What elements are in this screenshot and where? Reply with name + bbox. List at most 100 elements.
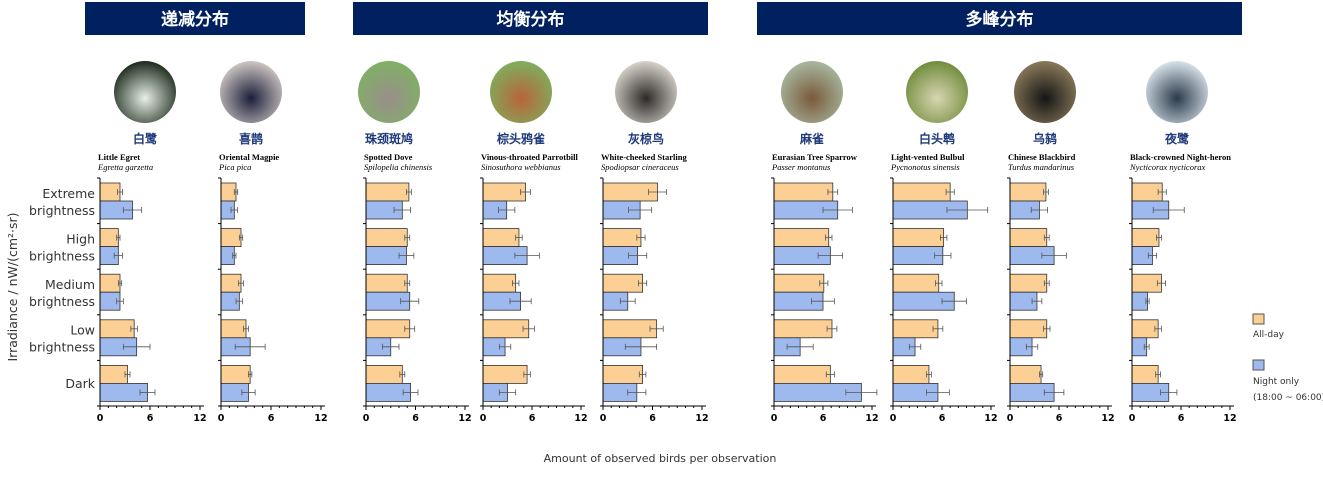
allday-bar (1009, 273, 1048, 293)
legend-sublabel-night: (18:00 ~ 06:00) (1253, 393, 1323, 403)
allday-bar (482, 364, 528, 384)
bird-chinese-name: 珠颈斑鸠 (365, 131, 413, 146)
allday-bar (99, 228, 119, 248)
bird-english-name: Eurasian Tree Sparrow (772, 152, 858, 162)
x-tick-label: 12 (458, 413, 471, 424)
allday-bar (482, 182, 526, 202)
allday-bar (365, 364, 403, 384)
allday-bar (1009, 182, 1047, 202)
bird-photo (615, 61, 677, 123)
allday-bar (365, 273, 408, 293)
category-label: brightness (29, 203, 95, 218)
allday-bar (365, 228, 408, 248)
x-tick-label: 6 (529, 413, 536, 424)
legend-label-allday: All-day (1253, 330, 1285, 340)
category-label: High (66, 231, 95, 246)
x-tick-label: 0 (600, 413, 607, 424)
allday-bar (482, 273, 517, 293)
bird-latin-name: Nycticorax nycticorax (1129, 162, 1206, 172)
x-tick-label: 6 (649, 413, 656, 424)
group-header-title: 均衡分布 (497, 9, 565, 30)
allday-bar (892, 182, 951, 202)
panel-3: 棕头鸦雀 Vinous-throated ParrotbillSinosuthor… (480, 61, 588, 424)
allday-bar (220, 364, 251, 384)
bird-chinese-name: 麻雀 (799, 131, 824, 146)
bird-chinese-name: 夜鹭 (1164, 131, 1190, 146)
x-tick-label: 6 (1056, 413, 1063, 424)
allday-bar (892, 228, 945, 248)
bird-chinese-name: 棕头鸦雀 (496, 131, 545, 146)
x-tick-label: 0 (771, 413, 778, 424)
x-tick-label: 0 (890, 413, 897, 424)
allday-bar (892, 273, 940, 293)
x-tick-label: 12 (1101, 413, 1114, 424)
legend-swatch-allday (1252, 313, 1265, 325)
allday-bar (99, 182, 121, 202)
bird-photo (490, 61, 552, 123)
bird-english-name: Little Egret (98, 152, 140, 162)
allday-bar (892, 319, 939, 339)
allday-bar (1131, 364, 1159, 384)
allday-bar (220, 273, 242, 293)
x-tick-label: 6 (939, 413, 946, 424)
allday-bar (365, 182, 410, 202)
bird-latin-name: Egretta garzetta (97, 162, 153, 172)
legend-swatch-night (1252, 359, 1265, 371)
x-tick-label: 12 (314, 413, 327, 424)
group-header-title: 多峰分布 (966, 9, 1034, 30)
allday-bar (602, 273, 643, 293)
allday-bar (602, 228, 642, 248)
y-axis-title: Irradiance / nW/(cm²·sr) (5, 212, 20, 361)
bird-chinese-name: 乌鸫 (1033, 131, 1057, 146)
category-label: brightness (29, 294, 95, 309)
allday-bar (365, 319, 411, 339)
x-tick-label: 6 (147, 413, 154, 424)
allday-bar (1009, 319, 1048, 339)
category-label: brightness (29, 340, 95, 355)
category-label: Extreme (42, 186, 95, 201)
bird-english-name: Black-crowned Night-heron (1130, 152, 1231, 162)
legend-label-night: Night only (1253, 377, 1300, 387)
allday-bar (1131, 182, 1163, 202)
bird-photo (220, 61, 282, 123)
bird-latin-name: Spilopelia chinensis (364, 162, 433, 172)
x-tick-label: 12 (865, 413, 878, 424)
night-bar (1131, 291, 1148, 311)
bird-latin-name: Pycnonotus sinensis (890, 162, 960, 172)
bird-english-name: Vinous-throated Parrotbill (481, 152, 579, 162)
allday-bar (220, 182, 237, 202)
allday-bar (99, 364, 128, 384)
bird-english-name: Spotted Dove (364, 152, 413, 162)
x-tick-label: 0 (1007, 413, 1014, 424)
x-axis-title: Amount of observed birds per observation (544, 452, 777, 465)
bird-chinese-name: 白头鹎 (919, 131, 955, 146)
x-tick-label: 12 (695, 413, 708, 424)
allday-bar (773, 228, 830, 248)
x-tick-label: 0 (218, 413, 225, 424)
allday-bar (602, 364, 643, 384)
x-tick-label: 12 (984, 413, 997, 424)
bird-english-name: Chinese Blackbird (1008, 152, 1076, 162)
allday-bar (1009, 228, 1048, 248)
bird-photo (781, 61, 843, 123)
x-tick-label: 0 (363, 413, 370, 424)
x-tick-label: 12 (1223, 413, 1236, 424)
bird-photo (906, 61, 968, 123)
bird-photo (1146, 61, 1208, 123)
group-header-title: 递减分布 (161, 9, 229, 30)
allday-bar (773, 182, 834, 202)
bird-latin-name: Passer montanus (771, 162, 831, 172)
allday-bar (220, 319, 247, 339)
x-tick-label: 12 (574, 413, 587, 424)
bird-english-name: Oriental Magpie (219, 152, 279, 162)
category-label: Low (70, 323, 95, 338)
bird-photo (358, 61, 420, 123)
